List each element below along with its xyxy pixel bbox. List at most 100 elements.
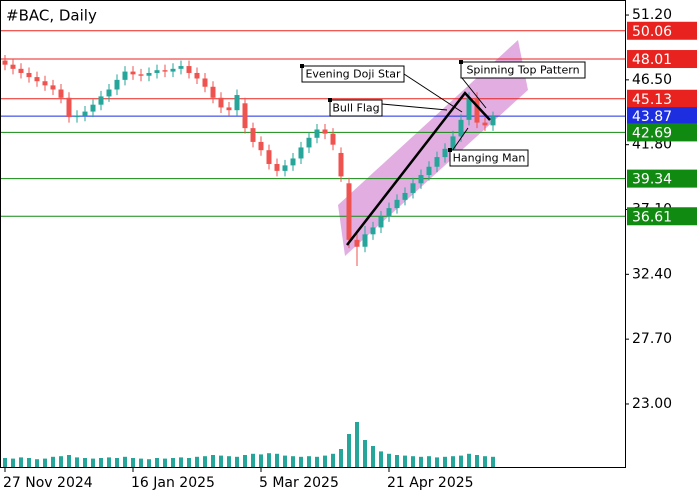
candle-body [490,116,496,126]
level-label-box [627,107,697,126]
volume-bar [211,455,215,467]
candle-body [458,119,464,137]
volume-bar [467,453,471,467]
volume-bar [251,453,255,467]
volume-bar [155,458,159,467]
candle-body [170,68,176,72]
volume-bar [235,456,239,467]
volume-bar [91,458,95,467]
candle-body [114,79,120,90]
volume-bar [427,456,431,467]
volume-bar [107,457,111,467]
volume-bar [115,458,119,467]
candle-body [146,72,152,76]
candle-body [314,129,320,138]
candle-body [346,183,352,240]
candle-body [434,157,440,167]
candle-body [466,97,472,120]
candle-body [10,64,16,69]
candle-body [282,165,288,171]
volume-bar [283,455,287,467]
plot-frame [0,0,626,468]
annotation-arrow [381,103,448,111]
volume-bar [395,455,399,467]
annotations: Evening Doji Star Spinning Top Pattern Bul… [300,60,586,167]
annotation-box [449,149,529,167]
candle-body [130,71,136,75]
level-label: 43.87 [632,109,672,125]
volume-bar [179,457,183,467]
candle-body [226,107,232,111]
annotation-arrow [451,127,469,152]
volume-bar [35,459,39,467]
volume-bar [491,456,495,467]
chart-title: #BAC, Daily [6,7,97,25]
annotation-anchor [328,98,332,102]
candle-body [218,97,224,108]
x-tick-label: 27 Nov 2024 [3,475,93,491]
y-tick-label: 23.00 [632,396,672,412]
volume-bar [371,446,375,467]
level-label: 50.06 [632,24,672,40]
annotation: Bull Flag [332,102,379,115]
volume-bar [227,456,231,467]
level-label-box [627,89,697,108]
candle-body [122,71,128,80]
candle-body [370,227,376,235]
annotation-anchor [448,148,452,152]
annotation-anchor [459,60,463,64]
volume-bar [411,456,415,467]
candle-body [378,216,384,228]
candle-body [250,128,256,142]
candle-body [178,66,184,69]
candle-body [290,158,296,166]
candle-body [386,208,392,217]
y-tick-label: 46.50 [632,72,672,88]
candle-body [338,152,344,177]
candle-body [74,115,80,118]
volume-bar [475,455,479,467]
volume-bar [339,449,343,467]
volume-bar [443,456,447,467]
volume-bar [275,453,279,467]
candle-body [442,148,448,158]
level-label: 45.13 [632,92,672,108]
candle-body [194,72,200,79]
candle-body [234,95,240,111]
candle-body [242,103,248,129]
level-label-box [627,123,697,142]
candle-body [2,60,8,65]
volume-bar [323,455,327,467]
level-label-box [627,207,697,226]
volume-bar [75,457,79,467]
candle-body [58,89,64,98]
candle-body [426,166,432,176]
volume-bar [147,459,151,467]
candle-body [162,70,168,72]
candle-body [274,163,280,171]
volume-bar [347,434,351,467]
y-tick-label: 51.20 [632,7,672,23]
y-tick-label: 32.40 [632,266,672,282]
annotation-box [460,61,586,79]
channel [338,40,528,256]
candles [2,55,496,467]
candle-body [42,81,48,86]
volume-bar [99,458,103,467]
candle-body [362,234,368,247]
volume-bar [171,458,175,467]
candle-body [90,104,96,112]
candle-body [418,175,424,184]
candle-body [474,97,480,123]
volume-bar [459,455,463,467]
candle-body [66,97,72,118]
volume-bar [187,458,191,467]
x-tick-label: 16 Jan 2025 [131,475,215,491]
volume-bar [51,456,55,467]
volume-bar [331,453,335,467]
annotation-anchor [300,64,304,68]
level-label: 36.61 [632,209,672,225]
volume-bar [131,458,135,467]
